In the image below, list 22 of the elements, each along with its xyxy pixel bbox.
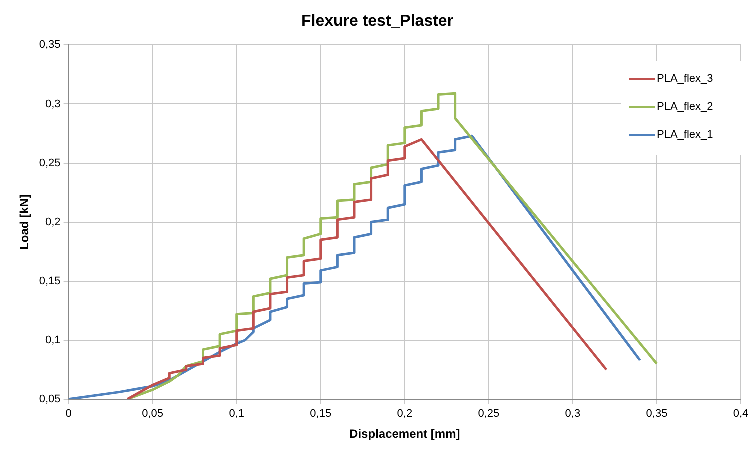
x-tick-label: 0,25 — [478, 408, 500, 420]
y-tick-label: 0,25 — [39, 157, 61, 170]
y-tick-label: 0,2 — [46, 216, 61, 228]
x-tick-label: 0,05 — [142, 408, 164, 420]
y-axis-title: Load [kN] — [18, 194, 32, 250]
y-tick-label: 0,15 — [39, 275, 61, 288]
legend-label: PLA_flex_2 — [657, 101, 714, 114]
y-tick-label: 0,35 — [39, 39, 61, 52]
y-tick-label: 0,1 — [46, 334, 61, 346]
x-tick-label: 0,4 — [733, 408, 749, 420]
legend-label: PLA_flex_1 — [657, 129, 714, 142]
x-tick-label: 0,35 — [646, 408, 668, 420]
y-tick-label: 0,3 — [46, 98, 61, 110]
x-tick-label: 0,3 — [565, 408, 581, 420]
x-tick-label: 0,15 — [310, 408, 332, 420]
x-tick-label: 0,1 — [229, 408, 245, 420]
x-axis-title: Displacement [mm] — [350, 427, 460, 442]
y-tick-label: 0,05 — [39, 393, 61, 406]
x-tick-label: 0 — [66, 408, 72, 420]
x-tick-label: 0,2 — [397, 408, 413, 420]
chart-title: Flexure test_Plaster — [301, 13, 454, 30]
legend-label: PLA_flex_3 — [657, 73, 714, 86]
